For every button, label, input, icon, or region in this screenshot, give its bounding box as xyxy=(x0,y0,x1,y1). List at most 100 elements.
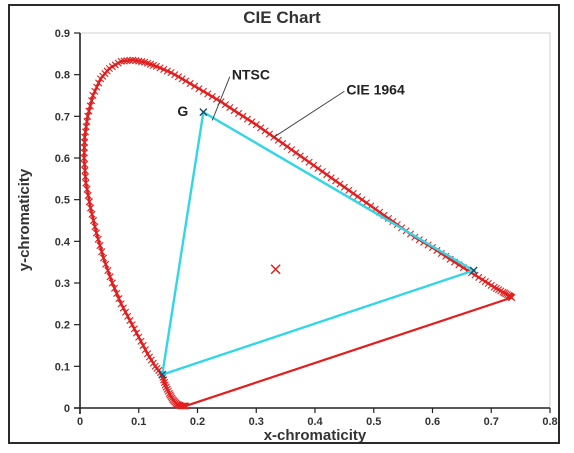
locus-point xyxy=(113,289,121,298)
locus-point xyxy=(495,286,503,294)
locus-point xyxy=(243,115,252,123)
locus-point xyxy=(167,68,175,77)
locus-point xyxy=(80,143,88,152)
locus-point xyxy=(81,166,89,175)
plot-area xyxy=(79,32,551,409)
locus-point xyxy=(106,273,114,281)
locus-point xyxy=(475,273,483,281)
locus-point xyxy=(96,241,104,250)
locus-point xyxy=(132,329,141,337)
cie-chart: CIE Chart 0 0.1 0.2 0.3 0.4 0.5 0.6 0.7 0.8 0 0.1… xyxy=(16,8,558,444)
y-tick-label: 0.8 xyxy=(55,70,70,82)
locus-point xyxy=(83,185,91,193)
locus-point xyxy=(163,385,171,393)
locus-point xyxy=(327,174,335,182)
annotation-ntsc: NTSC xyxy=(232,67,270,83)
locus-point xyxy=(331,177,340,185)
locus-point xyxy=(257,124,265,132)
locus-point xyxy=(108,279,116,287)
locus-point xyxy=(80,138,89,146)
locus-point xyxy=(301,155,309,163)
locus-point xyxy=(248,118,256,126)
locus-point xyxy=(230,106,238,115)
locus-point xyxy=(213,95,221,103)
chart-frame: CIE Chart 0 0.1 0.2 0.3 0.4 0.5 0.6 0.7 0.8 0 0.1… xyxy=(8,4,560,444)
locus-point xyxy=(296,152,304,160)
locus-point xyxy=(318,167,326,176)
locus-point xyxy=(88,97,96,105)
locus-point xyxy=(121,308,130,316)
locus-point xyxy=(88,210,96,218)
locus-point xyxy=(89,216,98,225)
y-axis-label: y-chromaticity xyxy=(16,168,33,271)
chart-title: CIE Chart xyxy=(243,8,321,27)
ntsc-vertex xyxy=(469,266,478,275)
locus-point xyxy=(141,346,149,354)
locus-point xyxy=(323,171,331,179)
locus-point xyxy=(239,112,247,120)
locus-point xyxy=(91,87,99,95)
locus-point xyxy=(314,164,322,173)
locus-point xyxy=(165,389,173,398)
locus-point xyxy=(190,82,199,90)
locus-point xyxy=(85,107,93,115)
locus-point xyxy=(139,341,147,350)
locus-point xyxy=(235,109,243,118)
locus-point xyxy=(95,79,103,87)
locus-point xyxy=(130,325,138,333)
x-tick-label: 0.6 xyxy=(425,416,440,428)
cie-1964-locus xyxy=(80,56,516,410)
locus-point xyxy=(204,90,212,98)
locus-point xyxy=(490,283,498,291)
locus-point xyxy=(92,229,101,237)
locus-point xyxy=(309,161,318,169)
locus-point xyxy=(84,191,92,200)
locus-point xyxy=(174,73,182,81)
locus-point xyxy=(94,235,102,243)
locus-point xyxy=(137,337,145,345)
locus-point xyxy=(358,196,366,204)
locus-point xyxy=(336,180,344,188)
locus-point xyxy=(152,62,160,70)
locus-point xyxy=(252,121,260,129)
locus-point xyxy=(274,136,282,144)
y-tick-label: 0 xyxy=(64,403,70,415)
y-tick-label: 0.2 xyxy=(55,320,70,332)
annotations: G NTSC CIE 1964 xyxy=(177,67,405,138)
white-point-marker xyxy=(270,264,281,275)
x-tick-label: 0.1 xyxy=(131,416,146,428)
locus-point xyxy=(349,189,357,198)
locus-point xyxy=(102,260,110,268)
locus-point xyxy=(471,271,479,279)
locus-point xyxy=(492,284,500,293)
x-tick-label: 0.5 xyxy=(366,416,381,428)
x-tick-label: 0.4 xyxy=(307,416,323,428)
locus-point xyxy=(84,112,92,120)
locus-point xyxy=(81,173,90,181)
locus-point xyxy=(292,149,300,157)
locus-point xyxy=(279,139,287,148)
y-tick-label: 0.3 xyxy=(55,278,70,290)
annotation-g: G xyxy=(177,103,188,119)
locus-point xyxy=(80,154,88,162)
locus-point xyxy=(132,57,140,65)
locus-point xyxy=(126,316,134,325)
y-tick-label: 0.6 xyxy=(55,153,70,165)
x-tick-label: 0.3 xyxy=(249,416,264,428)
locus-point xyxy=(104,266,112,275)
locus-point xyxy=(208,92,216,101)
locus-point xyxy=(178,75,186,83)
locus-point xyxy=(85,198,93,206)
locus-point xyxy=(171,71,179,79)
locus-point xyxy=(354,192,362,201)
locus-point xyxy=(138,58,146,66)
locus-point xyxy=(110,284,119,292)
locus-point xyxy=(345,186,353,194)
ntsc-polygon xyxy=(160,110,477,377)
locus-point xyxy=(497,287,505,295)
locus-point xyxy=(120,57,128,65)
locus-point xyxy=(221,101,229,109)
locus-point xyxy=(99,254,108,262)
locus-point xyxy=(362,199,370,207)
locus-point xyxy=(98,248,106,256)
